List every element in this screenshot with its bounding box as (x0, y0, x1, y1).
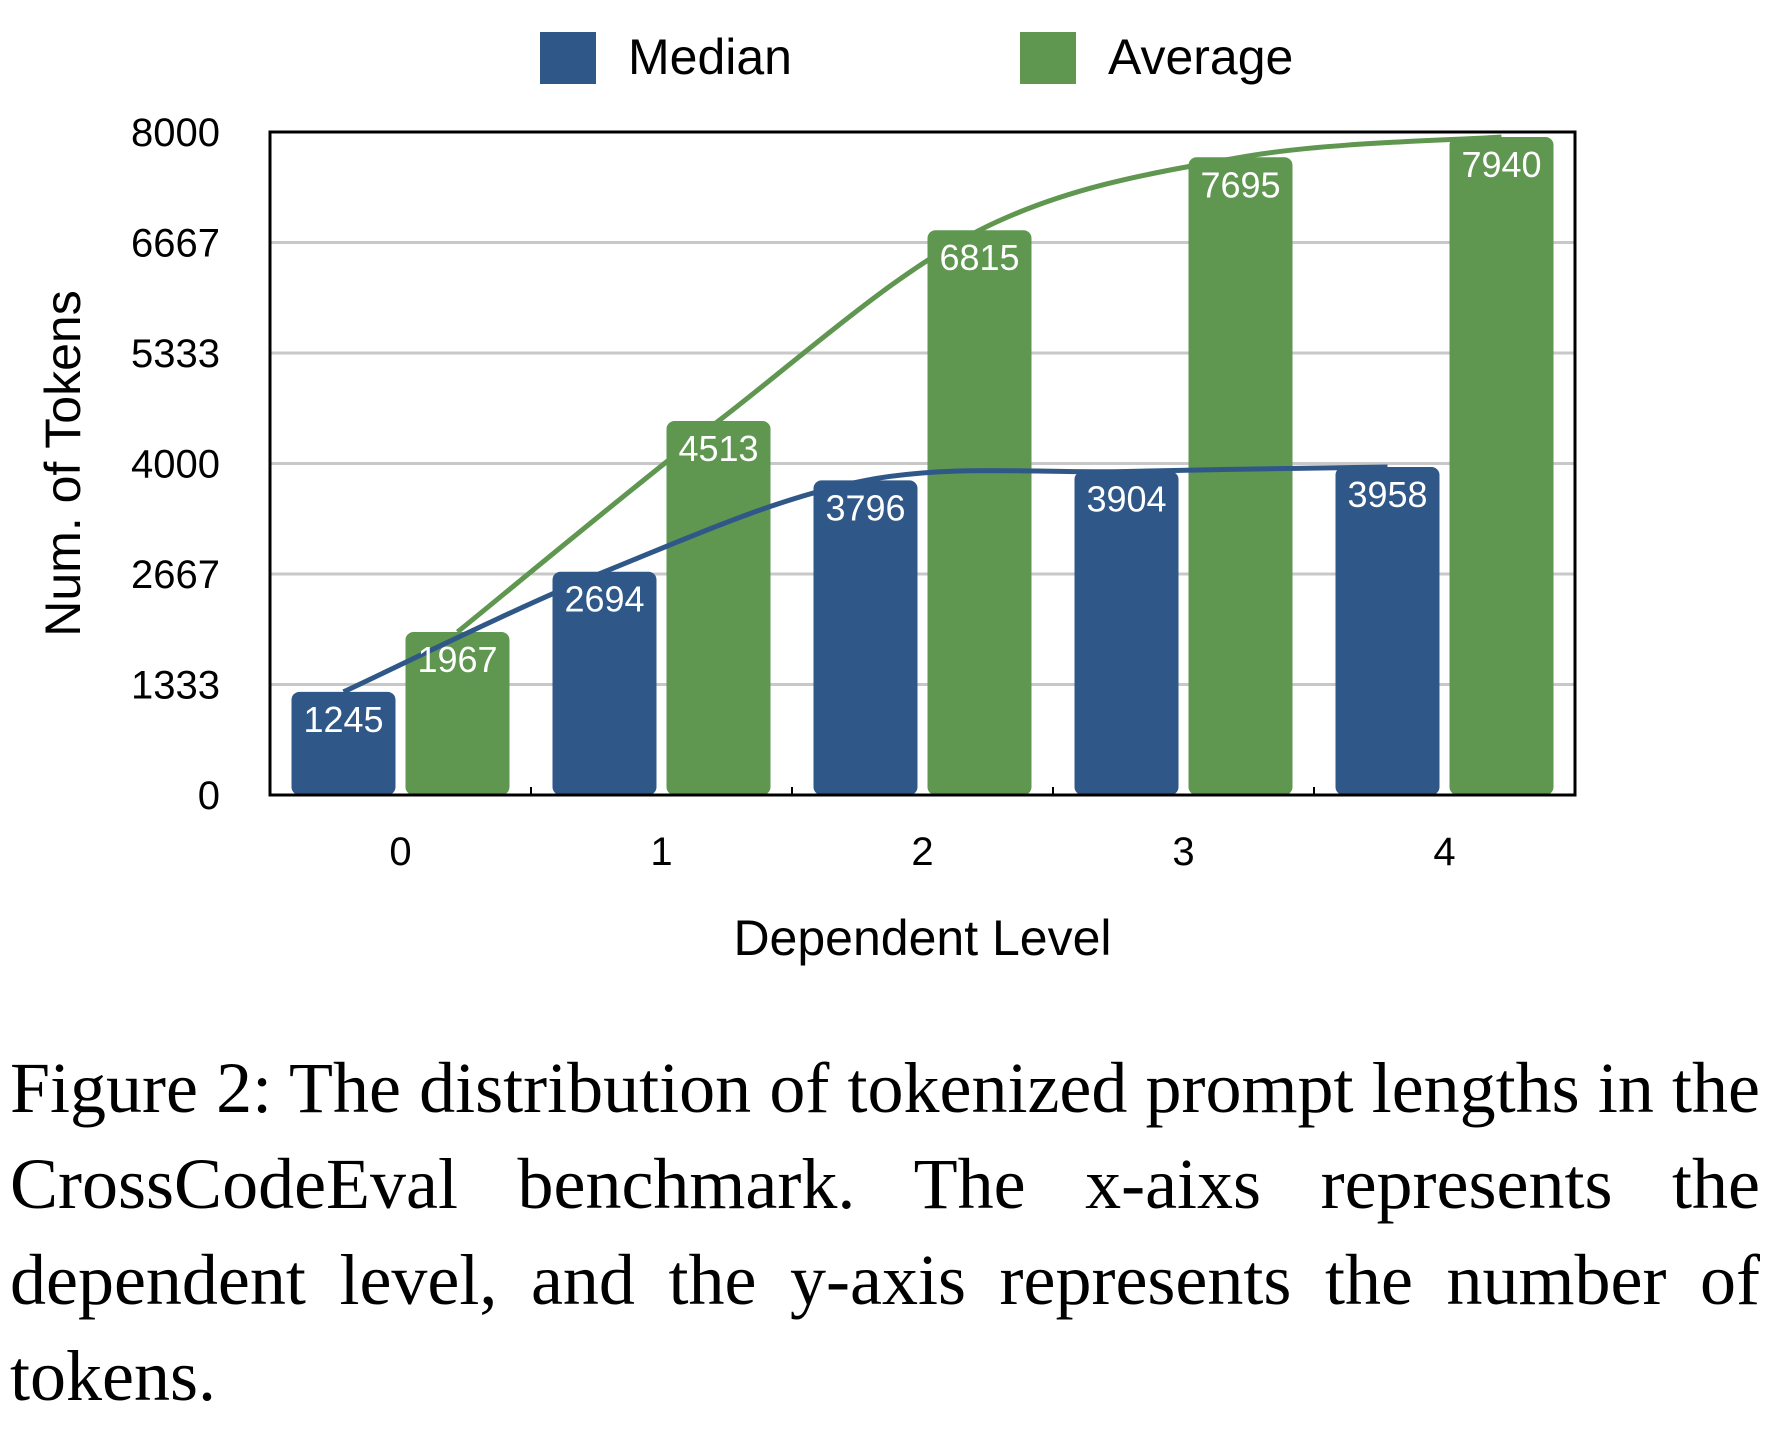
trend-line-average (455, 134, 1502, 634)
plot-frame (268, 130, 1577, 797)
bar-average-0 (405, 631, 510, 795)
figure-caption: Figure 2: The distribution of tokenized … (10, 1048, 1760, 1416)
y-tick-label: 8000 (131, 111, 220, 155)
bar-value-labels: 1245 2694 3796 3904 3958 1967 4513 6815 7695 7940 (303, 144, 1541, 740)
legend-label-average: Average (1108, 29, 1293, 85)
bar-median-4 (1335, 466, 1440, 795)
y-tick-label: 4000 (131, 443, 220, 487)
y-tick-label: 0 (198, 774, 220, 818)
data-label-average-4: 7940 (1461, 144, 1541, 185)
bar-average-2 (927, 230, 1032, 795)
trend-line-median (342, 464, 1388, 695)
data-label-median-1: 2694 (564, 579, 644, 620)
legend-swatch-median (540, 32, 596, 84)
y-axis-title: Num. of Tokens (35, 290, 91, 636)
bar-average-4 (1449, 136, 1554, 795)
x-axis-title: Dependent Level (733, 910, 1111, 966)
bar-average-3 (1188, 157, 1293, 796)
bars (291, 136, 1554, 796)
data-label-median-2: 3796 (825, 487, 905, 528)
data-label-average-3: 7695 (1200, 164, 1280, 205)
x-tick-label: 4 (1433, 830, 1455, 874)
bar-chart: Median Average 0133326674000533366678000 … (35, 29, 1577, 966)
y-tick-label: 5333 (131, 332, 220, 376)
bar-median-3 (1074, 471, 1179, 795)
legend: Median Average (540, 29, 1293, 85)
x-axis-ticks: 0 1 2 3 4 (389, 787, 1456, 874)
x-tick-label: 0 (389, 830, 411, 874)
bar-average-1 (666, 420, 771, 795)
x-tick-label: 1 (650, 830, 672, 874)
trend-lines (342, 134, 1502, 695)
y-tick-label: 1333 (131, 664, 220, 708)
data-label-average-2: 6815 (939, 237, 1019, 278)
x-tick-label: 3 (1172, 830, 1194, 874)
bar-median-1 (552, 571, 657, 795)
legend-swatch-average (1020, 32, 1076, 84)
data-label-median-4: 3958 (1347, 474, 1427, 515)
bar-median-0 (291, 691, 396, 795)
data-label-average-0: 1967 (417, 639, 497, 680)
legend-label-median: Median (628, 29, 792, 85)
y-tick-label: 6667 (131, 221, 220, 265)
x-tick-label: 2 (911, 830, 933, 874)
data-label-average-1: 4513 (678, 428, 758, 469)
data-label-median-0: 1245 (303, 699, 383, 740)
data-label-median-3: 3904 (1086, 478, 1166, 519)
y-axis-ticks: 0 1333 2667 4000 5333 6667 8000 (131, 111, 220, 818)
bar-median-2 (813, 480, 918, 795)
y-tick-label: 2667 (131, 553, 220, 597)
